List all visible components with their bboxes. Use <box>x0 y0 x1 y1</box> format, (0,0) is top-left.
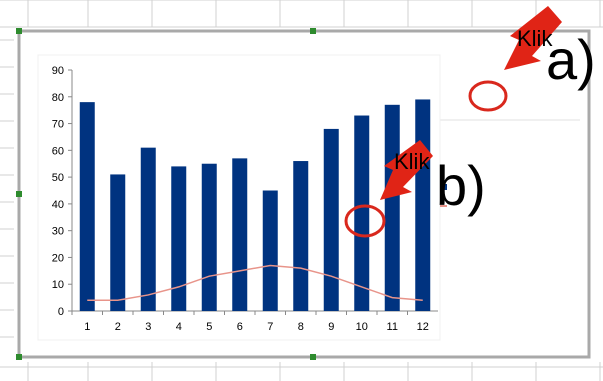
x-tick-label: 6 <box>237 321 243 333</box>
bar[interactable] <box>262 190 278 312</box>
bar[interactable] <box>354 115 370 312</box>
y-axis-ticks: 0 10 20 30 40 50 60 70 80 90 <box>52 65 72 318</box>
x-tick-label: 1 <box>84 321 90 333</box>
annotation-b-letter: b) <box>436 154 486 217</box>
arrow-icon-a <box>504 6 562 70</box>
selection-handle-bottom-left[interactable] <box>16 354 22 360</box>
bar[interactable] <box>171 166 187 311</box>
y-tick-label: 0 <box>58 306 64 318</box>
selection-handle-top-left[interactable] <box>16 28 22 34</box>
bar[interactable] <box>79 102 95 311</box>
y-tick-label: 70 <box>52 119 64 131</box>
x-axis-ticks: 1 2 3 4 5 6 7 8 9 10 11 12 <box>71 311 429 333</box>
x-tick-label: 5 <box>206 321 212 333</box>
bar[interactable] <box>232 158 248 311</box>
bar[interactable] <box>293 161 309 311</box>
x-tick-label: 3 <box>145 321 151 333</box>
x-tick-label: 2 <box>115 321 121 333</box>
x-tick-label: 9 <box>328 321 334 333</box>
bar[interactable] <box>323 128 339 311</box>
selection-handle-bottom-middle[interactable] <box>310 354 316 360</box>
legend-marker[interactable] <box>440 184 447 190</box>
y-tick-label: 20 <box>52 252 64 264</box>
annotation-b-klik: Klik <box>394 149 430 174</box>
x-tick-label: 7 <box>267 321 273 333</box>
x-tick-label: 8 <box>298 321 304 333</box>
bar[interactable] <box>384 104 400 311</box>
line-series <box>87 264 423 302</box>
annotation-a-klik: Klik <box>517 26 553 51</box>
y-tick-label: 60 <box>52 145 64 157</box>
annotation-a-letter: a) <box>546 28 596 91</box>
selection-handle-middle-left[interactable] <box>16 191 22 197</box>
bar[interactable] <box>201 163 217 311</box>
y-tick-label: 30 <box>52 226 64 238</box>
bar[interactable] <box>415 99 431 311</box>
bar[interactable] <box>110 174 126 311</box>
y-tick-label: 10 <box>52 279 64 291</box>
arrow-icon-b <box>380 140 433 200</box>
x-tick-label: 12 <box>417 321 429 333</box>
y-tick-label: 40 <box>52 199 64 211</box>
y-tick-label: 50 <box>52 172 64 184</box>
x-tick-label: 11 <box>387 321 398 333</box>
x-tick-label: 10 <box>356 321 368 333</box>
x-tick-label: 4 <box>176 321 182 333</box>
bar[interactable] <box>140 147 156 311</box>
highlight-circle-a <box>468 80 508 112</box>
y-tick-label: 90 <box>52 65 64 77</box>
legend-marker-secondary[interactable] <box>440 205 447 207</box>
selection-handle-top-middle[interactable] <box>310 28 316 34</box>
highlight-circle-b <box>344 204 386 238</box>
y-tick-label: 80 <box>52 92 64 104</box>
series-line[interactable] <box>87 264 423 302</box>
